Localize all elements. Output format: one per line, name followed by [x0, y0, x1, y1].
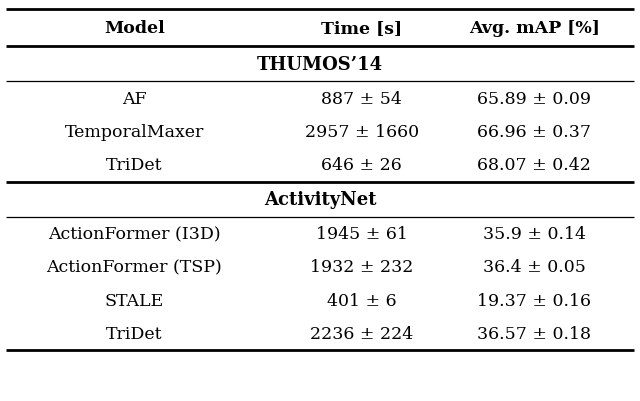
Text: ActionFormer (I3D): ActionFormer (I3D) — [48, 225, 221, 243]
Text: TemporalMaxer: TemporalMaxer — [65, 124, 204, 141]
Text: 887 ± 54: 887 ± 54 — [321, 90, 402, 107]
Text: 401 ± 6: 401 ± 6 — [327, 292, 396, 309]
Text: 1932 ± 232: 1932 ± 232 — [310, 259, 413, 276]
Text: 2236 ± 224: 2236 ± 224 — [310, 325, 413, 342]
Text: ActivityNet: ActivityNet — [264, 191, 376, 209]
Text: 68.07 ± 0.42: 68.07 ± 0.42 — [477, 157, 591, 174]
Text: Time [s]: Time [s] — [321, 20, 402, 37]
Text: STALE: STALE — [105, 292, 164, 309]
Text: 65.89 ± 0.09: 65.89 ± 0.09 — [477, 90, 591, 107]
Text: AF: AF — [122, 90, 147, 107]
Text: Avg. mAP [%]: Avg. mAP [%] — [469, 20, 600, 37]
Text: 36.4 ± 0.05: 36.4 ± 0.05 — [483, 259, 586, 276]
Text: Model: Model — [104, 20, 164, 37]
Text: 1945 ± 61: 1945 ± 61 — [316, 225, 408, 243]
Text: 66.96 ± 0.37: 66.96 ± 0.37 — [477, 124, 591, 141]
Text: ActionFormer (TSP): ActionFormer (TSP) — [47, 259, 222, 276]
Text: TriDet: TriDet — [106, 325, 163, 342]
Text: TriDet: TriDet — [106, 157, 163, 174]
Text: THUMOS’14: THUMOS’14 — [257, 56, 383, 73]
Text: 36.57 ± 0.18: 36.57 ± 0.18 — [477, 325, 591, 342]
Text: 19.37 ± 0.16: 19.37 ± 0.16 — [477, 292, 591, 309]
Text: 2957 ± 1660: 2957 ± 1660 — [305, 124, 419, 141]
Text: 35.9 ± 0.14: 35.9 ± 0.14 — [483, 225, 586, 243]
Text: 646 ± 26: 646 ± 26 — [321, 157, 402, 174]
